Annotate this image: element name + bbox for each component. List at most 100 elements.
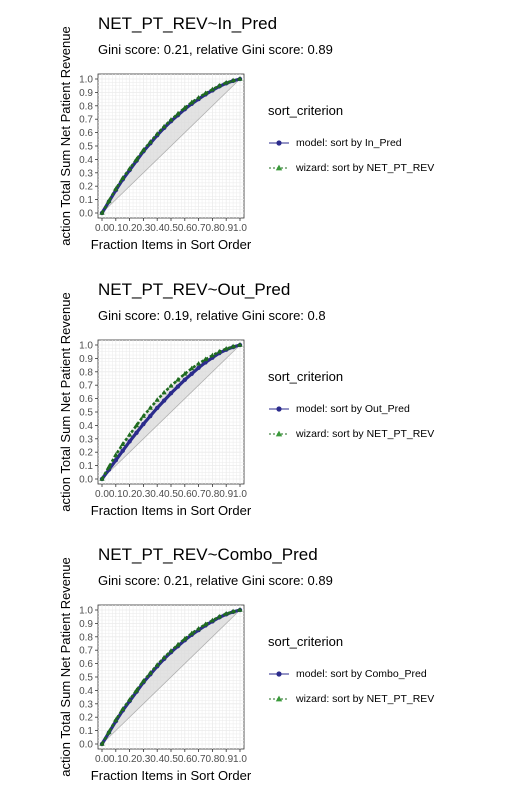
x-tick-label: 0.6 bbox=[178, 223, 192, 234]
data-point bbox=[99, 210, 105, 215]
data-point bbox=[216, 348, 222, 354]
y-tick-label: 0.8 bbox=[79, 632, 93, 643]
y-tick-label: 0.2 bbox=[79, 448, 93, 459]
y-tick-label: 0.7 bbox=[79, 381, 93, 392]
x-tick-label: 0.7 bbox=[192, 489, 206, 500]
data-point bbox=[99, 741, 105, 746]
x-tick-label: 0.5 bbox=[164, 489, 178, 500]
series-wizard bbox=[99, 76, 243, 215]
legend-item-model: model: sort by Combo_Pred bbox=[268, 661, 434, 686]
chart-panel-3: 0.0 0.0 0.1 0.1 0.2 0.2 0.3 0.3 0.4 0.4 0.5 0.5 0.6 0… bbox=[0, 531, 519, 796]
y-tick-label: 0.9 bbox=[79, 88, 93, 99]
data-point bbox=[120, 175, 126, 180]
data-point bbox=[113, 717, 119, 722]
x-tick-label: 0.0 bbox=[95, 489, 109, 500]
data-point bbox=[120, 448, 125, 454]
data-point bbox=[120, 706, 126, 711]
x-axis-label: Fraction Items in Sort Order bbox=[91, 503, 252, 518]
data-point bbox=[237, 607, 243, 612]
y-tick-label: 0.8 bbox=[79, 101, 93, 112]
y-axis-label: action Total Sum Net Patient Revenue bbox=[58, 26, 73, 245]
y-tick-label: 0.2 bbox=[79, 182, 93, 193]
x-tick-label: 0.4 bbox=[150, 754, 164, 765]
x-tick-label: 0.8 bbox=[205, 223, 219, 234]
legend: sort_criterion model: sort by Out_Pred w… bbox=[268, 369, 434, 446]
chart-subtitle: Gini score: 0.21, relative Gini score: 0… bbox=[98, 42, 333, 57]
chart-title: NET_PT_REV~In_Pred bbox=[98, 14, 278, 33]
y-tick-label: 0.6 bbox=[79, 394, 93, 405]
legend-label: model: sort by Combo_Pred bbox=[296, 667, 427, 680]
data-point bbox=[147, 139, 153, 144]
data-point bbox=[237, 76, 243, 81]
data-point bbox=[127, 696, 133, 702]
data-point bbox=[182, 377, 187, 383]
data-point bbox=[106, 198, 112, 203]
y-tick-label: 0.4 bbox=[79, 155, 93, 166]
y-tick-label: 0.4 bbox=[79, 421, 93, 432]
legend-label: model: sort by In_Pred bbox=[296, 136, 402, 149]
data-point bbox=[202, 90, 209, 96]
data-point bbox=[168, 117, 174, 122]
x-tick-label: 0.0 bbox=[95, 223, 109, 234]
legend-title: sort_criterion bbox=[268, 634, 344, 649]
data-point bbox=[202, 356, 209, 362]
x-tick-label: 0.8 bbox=[205, 489, 219, 500]
x-tick-label: 0.6 bbox=[178, 489, 192, 500]
data-point bbox=[196, 360, 202, 366]
data-point bbox=[113, 186, 119, 191]
legend-key-triangle-icon bbox=[269, 695, 289, 701]
data-point bbox=[223, 610, 229, 616]
data-point bbox=[133, 156, 140, 162]
x-tick-label: 0.1 bbox=[109, 223, 123, 234]
y-tick-label: 0.7 bbox=[79, 115, 93, 126]
y-tick-label: 1.0 bbox=[79, 606, 93, 617]
chart-panel-1: 0.0 0.0 0.1 0.1 0.2 0.2 0.3 0.3 0.4 0.4 0.5 0.5 0.6 0… bbox=[0, 0, 519, 265]
data-point bbox=[189, 371, 194, 377]
legend-key-circle-icon bbox=[269, 670, 289, 677]
data-point bbox=[161, 654, 167, 660]
data-point bbox=[230, 77, 236, 83]
legend-title: sort_criterion bbox=[268, 103, 344, 118]
y-tick-label: 0.5 bbox=[79, 408, 93, 419]
x-tick-label: 1.0 bbox=[233, 223, 247, 234]
x-tick-label: 0.2 bbox=[123, 754, 137, 765]
data-point bbox=[134, 430, 139, 435]
plot-area-3: 0.00.00.10.10.20.20.30.30.40.40.50.50.60… bbox=[58, 557, 252, 783]
x-tick-label: 0.9 bbox=[219, 754, 233, 765]
data-point bbox=[127, 165, 133, 171]
series-wizard bbox=[99, 342, 243, 481]
legend-item-wizard: wizard: sort by NET_PT_REV bbox=[268, 686, 434, 711]
data-point bbox=[106, 464, 112, 469]
data-point bbox=[127, 439, 132, 444]
x-tick-label: 0.3 bbox=[136, 223, 150, 234]
data-point bbox=[147, 405, 153, 410]
data-point bbox=[99, 476, 105, 481]
plot-area-2: 0.00.00.10.10.20.20.30.30.40.40.50.50.60… bbox=[58, 292, 252, 518]
data-point bbox=[161, 123, 167, 129]
y-tick-label: 0.5 bbox=[79, 673, 93, 684]
data-point bbox=[140, 678, 146, 683]
y-tick-label: 0.5 bbox=[79, 142, 93, 153]
y-tick-label: 0.2 bbox=[79, 713, 93, 724]
legend-label: wizard: sort by NET_PT_REV bbox=[296, 161, 435, 174]
data-point bbox=[196, 94, 202, 100]
y-tick-label: 0.3 bbox=[79, 434, 93, 445]
data-point bbox=[175, 377, 181, 382]
chart-panel-2: 0.0 0.0 0.1 0.1 0.2 0.2 0.3 0.3 0.4 0.4 0.5 0.5 0.6 0… bbox=[0, 266, 519, 531]
data-point bbox=[209, 617, 215, 623]
legend-key-triangle-icon bbox=[269, 430, 289, 436]
data-point bbox=[106, 729, 112, 734]
x-tick-label: 0.9 bbox=[219, 223, 233, 234]
x-tick-label: 0.4 bbox=[150, 489, 164, 500]
data-point bbox=[113, 452, 119, 457]
chart-title: NET_PT_REV~Out_Pred bbox=[98, 280, 291, 299]
data-point bbox=[196, 365, 201, 370]
y-tick-label: 1.0 bbox=[79, 75, 93, 86]
data-point bbox=[175, 111, 181, 116]
data-point bbox=[202, 621, 209, 627]
y-tick-label: 0.9 bbox=[79, 619, 93, 630]
legend-label: model: sort by Out_Pred bbox=[296, 402, 410, 415]
data-point bbox=[189, 99, 195, 105]
grid bbox=[98, 340, 244, 484]
x-tick-label: 0.9 bbox=[219, 489, 233, 500]
